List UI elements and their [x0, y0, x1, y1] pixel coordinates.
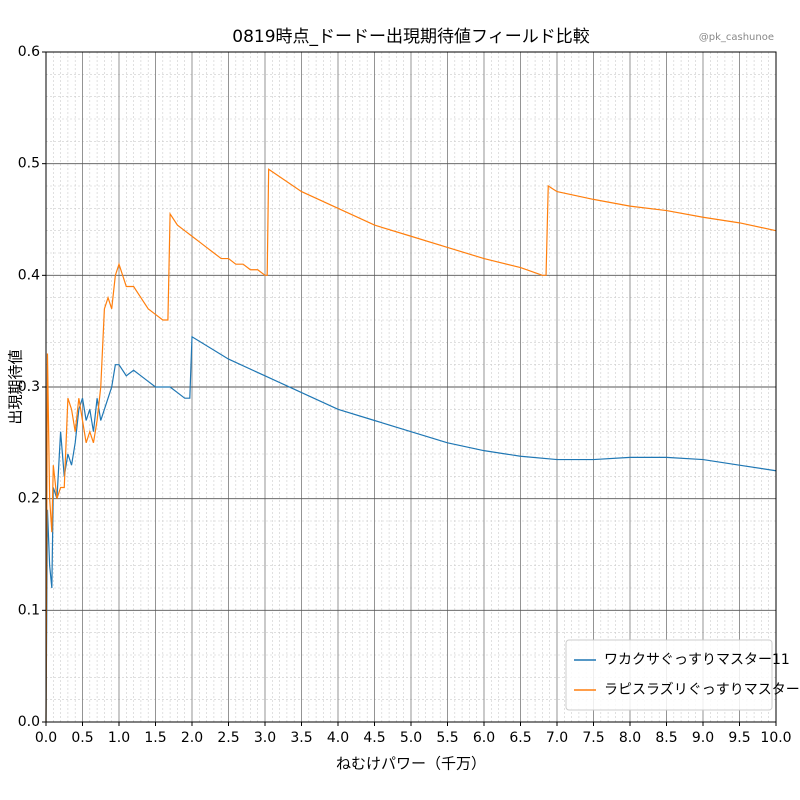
y-tick-label: 0.1	[18, 602, 40, 618]
y-tick-label: 0.6	[18, 44, 40, 60]
chart-title: 0819時点_ドードー出現期待値フィールド比較	[232, 27, 589, 47]
x-tick-label: 6.0	[473, 730, 495, 746]
x-axis-label: ねむけパワー（千万）	[336, 755, 486, 773]
x-tick-label: 8.0	[619, 730, 641, 746]
plot-frame	[45, 51, 777, 723]
x-tick-label: 6.5	[509, 730, 531, 746]
x-tick-label: 0.5	[71, 730, 93, 746]
x-tick-label: 5.5	[436, 730, 458, 746]
x-tick-label: 8.5	[655, 730, 677, 746]
x-tick-label: 9.5	[728, 730, 750, 746]
x-tick-label: 3.0	[254, 730, 276, 746]
x-tick-label: 4.5	[363, 730, 385, 746]
x-tick-label: 4.0	[327, 730, 349, 746]
x-tick-label: 0.0	[35, 730, 57, 746]
x-tick-label: 1.0	[108, 730, 130, 746]
legend: ワカクサぐっすりマスター11 ラピスラズリぐっすりマスター5	[565, 639, 800, 711]
legend-label: ラピスラズリぐっすりマスター5	[604, 682, 800, 698]
y-tick-label: 0.0	[18, 714, 40, 730]
y-tick-label: 0.3	[18, 379, 40, 395]
series-line	[45, 168, 777, 723]
legend-box	[565, 639, 773, 711]
series-line	[45, 335, 777, 723]
y-tick-label: 0.4	[18, 267, 40, 283]
y-axis-label: 出現期待値	[7, 349, 25, 424]
x-tick-label: 5.0	[400, 730, 422, 746]
x-tick-label: 1.5	[144, 730, 166, 746]
legend-label: ワカクサぐっすりマスター11	[604, 652, 790, 668]
x-tick-label: 7.5	[582, 730, 604, 746]
watermark: @pk_cashunoe	[699, 32, 774, 43]
x-tick-label: 2.0	[181, 730, 203, 746]
y-tick-label: 0.5	[18, 156, 40, 172]
x-tick-label: 2.5	[217, 730, 239, 746]
x-tick-label: 7.0	[546, 730, 568, 746]
x-tick-label: 9.0	[692, 730, 714, 746]
x-tick-label: 3.5	[290, 730, 312, 746]
x-tick-label: 10.0	[760, 730, 791, 746]
y-tick-label: 0.2	[18, 491, 40, 507]
